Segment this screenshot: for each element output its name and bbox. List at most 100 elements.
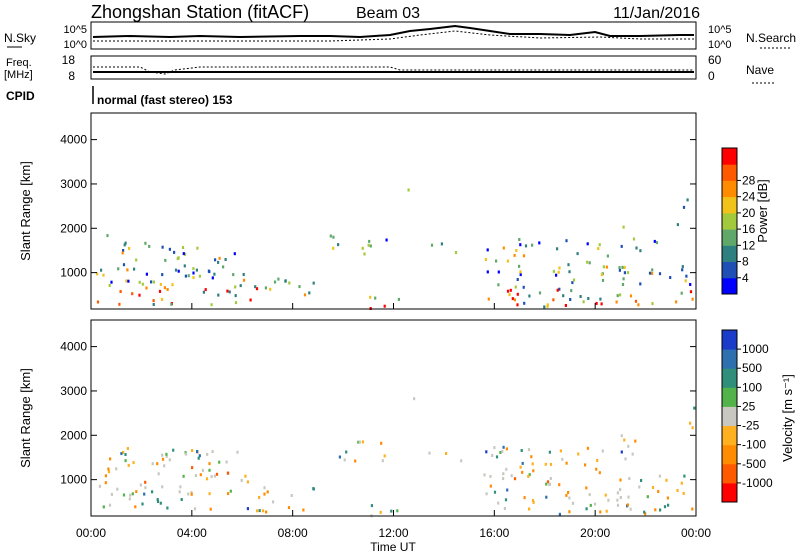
range-cell — [213, 474, 216, 478]
range-cell — [208, 468, 211, 472]
range-cell — [558, 483, 561, 487]
sky-panel: N.Sky 10^5 10^0 10^5 10^0 N.Search — [4, 21, 796, 51]
range-cell — [367, 243, 370, 247]
range-cell — [332, 246, 335, 250]
range-cell — [627, 495, 630, 499]
range-cell — [568, 270, 571, 274]
range-cell — [115, 467, 118, 471]
range-cell — [234, 294, 237, 298]
range-cell — [205, 477, 209, 481]
range-cell — [604, 493, 607, 497]
range-cell — [675, 300, 678, 304]
power-panel-frame — [90, 112, 697, 310]
range-cell — [501, 449, 504, 453]
range-cell — [585, 507, 588, 511]
range-cell — [508, 293, 511, 297]
range-cell — [151, 462, 154, 466]
range-cell — [548, 482, 552, 486]
range-cell — [166, 506, 169, 510]
range-cell — [651, 268, 654, 272]
range-cell — [601, 449, 604, 453]
range-cell — [639, 249, 642, 253]
sky-left-tick-top: 10^5 — [63, 24, 87, 36]
colorbar-tick-label: 8 — [742, 255, 749, 269]
range-cell — [599, 297, 602, 301]
range-cell — [345, 450, 348, 454]
range-cell — [234, 285, 237, 289]
range-cell — [165, 452, 168, 456]
range-cell — [161, 273, 164, 277]
power-colorbar-label: Power [dB] — [755, 179, 770, 243]
range-cell — [626, 271, 630, 275]
range-cell — [502, 477, 505, 481]
range-cell — [682, 205, 686, 209]
colorbar-frame — [721, 329, 738, 503]
range-cell — [338, 455, 341, 459]
range-cell — [568, 496, 571, 500]
range-cell — [486, 270, 489, 274]
range-cell — [358, 440, 361, 444]
range-cell — [374, 296, 377, 300]
range-cell — [385, 238, 388, 242]
range-cell — [217, 293, 220, 297]
range-cell — [110, 492, 113, 496]
range-cell — [460, 459, 463, 463]
range-cell — [545, 495, 548, 499]
range-cell — [202, 290, 205, 294]
x-tick-label: 08:00 — [278, 526, 308, 540]
range-cell — [244, 474, 247, 478]
range-cell — [118, 302, 121, 306]
range-cell — [639, 282, 642, 286]
y-tick-label: 1000 — [60, 266, 87, 280]
range-cell — [170, 302, 173, 306]
range-cell — [545, 482, 548, 486]
sky-right-label: N.Search — [746, 31, 796, 45]
range-cell — [627, 444, 630, 448]
range-cell — [445, 452, 448, 455]
range-cell — [689, 290, 693, 294]
range-cell — [689, 421, 692, 425]
range-cell — [569, 298, 572, 301]
range-cell — [198, 274, 201, 278]
range-cell — [119, 290, 122, 293]
range-cell — [516, 278, 519, 281]
range-cell — [135, 258, 138, 262]
range-cell — [397, 297, 400, 301]
cpid-mode-text: normal (fast stereo) 153 — [97, 93, 233, 107]
colorbar-tick-label: 12 — [742, 238, 756, 252]
y-tick-label: 2000 — [60, 428, 87, 442]
colorbar-segment — [722, 148, 737, 165]
range-cell — [159, 282, 162, 286]
range-cell — [454, 251, 458, 254]
velocity-colorbar-label: Velocity [m s⁻¹] — [780, 374, 795, 462]
freq-panel: Freq. [MHz] 18 8 60 0 Nave — [4, 53, 776, 84]
range-cell — [197, 456, 200, 460]
range-cell — [208, 462, 211, 466]
range-cell — [623, 271, 626, 275]
range-cell — [108, 503, 112, 507]
range-cell — [124, 459, 127, 463]
range-cell — [522, 254, 526, 258]
range-cell — [138, 280, 141, 284]
range-cell — [485, 450, 488, 454]
range-cell — [513, 253, 516, 257]
range-cell — [621, 265, 624, 269]
range-cell — [370, 504, 373, 508]
range-cell — [587, 297, 590, 300]
range-cell — [531, 243, 534, 247]
velocity-colorbar: 1000 500 100 25 -25 -100 -500 -1000 — [721, 329, 773, 503]
range-cell — [369, 295, 372, 299]
range-cell — [527, 474, 530, 478]
range-cell — [619, 496, 622, 499]
range-cell — [544, 462, 547, 466]
range-cell — [549, 462, 553, 466]
range-cell — [579, 295, 582, 298]
range-cell — [618, 266, 621, 270]
range-cell — [567, 263, 570, 267]
range-cell — [232, 273, 235, 277]
range-cell — [144, 241, 147, 245]
range-cell — [102, 505, 105, 509]
range-cell — [691, 426, 694, 430]
range-cell — [685, 274, 688, 278]
range-cell — [308, 291, 311, 295]
